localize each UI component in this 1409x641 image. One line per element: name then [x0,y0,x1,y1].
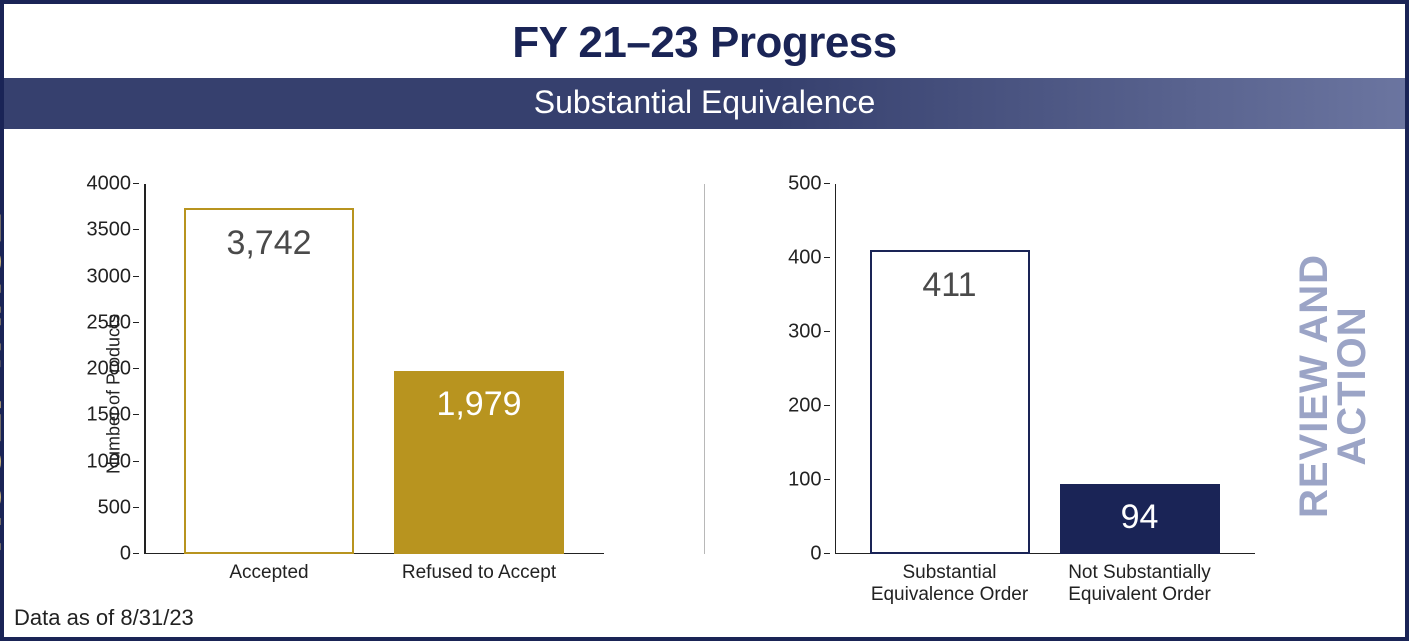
y-tick-label: 200 [788,395,821,418]
x-labels-right: Substantial Equivalence Order Not Substan… [835,556,1255,604]
x-category-label: Accepted [184,556,354,604]
bar-wrap: 411 [870,250,1030,554]
y-tick-label: 3000 [87,265,132,288]
y-tick-mark [824,553,830,554]
y-tick-label: 0 [120,543,131,566]
x-category-label: Substantial Equivalence Order [870,556,1030,604]
title-area: FY 21–23 Progress [4,4,1405,78]
subtitle-bar: Substantial Equivalence [4,78,1405,129]
x-category-label: Not Substantially Equivalent Order [1060,556,1220,604]
bar-value-label: 94 [1060,498,1220,537]
y-tick-label: 2500 [87,311,132,334]
y-tick-mark [133,322,139,323]
panel-acceptance: Number of Products 050010001500200025003… [4,154,705,637]
bars-right: 411 94 [835,184,1255,554]
panel-review-action: 0 100 200 300 400 500 411 94 Substantial Equiv… [705,154,1406,637]
y-tick-mark [133,229,139,230]
y-tick-label: 3500 [87,219,132,242]
bar-wrap: 94 [1060,484,1220,554]
y-tick-mark [133,183,139,184]
chart-review-action: 0100200300400500 41194 Substantial Equiv… [765,184,1255,604]
bar-value-label: 1,979 [394,385,564,424]
y-tick-label: 400 [788,247,821,270]
infographic-frame: FY 21–23 Progress Substantial Equivalenc… [0,0,1409,641]
y-tick-mark [133,553,139,554]
y-tick-label: 500 [788,173,821,196]
bar: 3,742 [184,208,354,554]
bar: 94 [1060,484,1220,554]
bar-value-label: 411 [872,266,1028,305]
y-tick-mark [133,414,139,415]
y-tick-mark [824,405,830,406]
y-tick-label: 0 [810,543,821,566]
bar-wrap: 3,742 [184,208,354,554]
x-category-label: Refused to Accept [394,556,564,604]
bar-value-label: 3,742 [186,224,352,263]
y-tick-label: 1500 [87,404,132,427]
y-tick-label: 500 [98,496,131,519]
footnote: Data as of 8/31/23 [14,605,194,631]
y-tick-label: 2000 [87,358,132,381]
y-ticks-left: 05001000150020002500300035004000 [74,184,139,554]
y-tick-mark [824,479,830,480]
y-tick-mark [133,368,139,369]
charts-row: Number of Products 050010001500200025003… [4,154,1405,637]
y-tick-label: 1000 [87,450,132,473]
bars-left: 3,742 1,979 [144,184,604,554]
x-labels-left: Accepted Refused to Accept [144,556,604,604]
chart-acceptance: Number of Products 050010001500200025003… [74,184,604,604]
y-tick-mark [133,507,139,508]
y-tick-label: 100 [788,469,821,492]
bar: 411 [870,250,1030,554]
bar: 1,979 [394,371,564,554]
side-label-acceptance: ACCEPTANCE [0,212,12,552]
y-ticks-right: 0100200300400500 [765,184,830,554]
y-tick-mark [133,461,139,462]
y-tick-mark [824,257,830,258]
bar-wrap: 1,979 [394,371,564,554]
y-tick-mark [824,183,830,184]
y-tick-mark [824,331,830,332]
y-tick-label: 4000 [87,173,132,196]
main-title: FY 21–23 Progress [4,18,1405,68]
y-tick-label: 300 [788,321,821,344]
side-label-review-action: REVIEW ANDACTION [1295,254,1371,518]
y-tick-mark [133,276,139,277]
